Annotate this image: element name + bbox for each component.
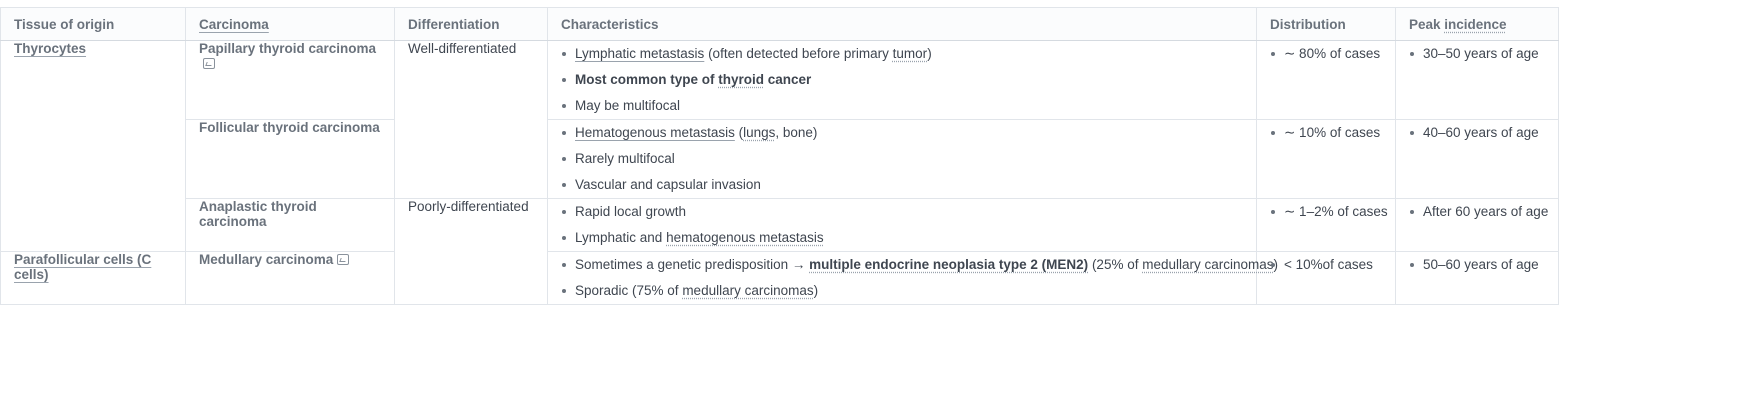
medullary-carcinomas-link[interactable]: medullary carcinomas (682, 283, 814, 298)
carcinoma-medullary: Medullary carcinoma (185, 251, 395, 305)
list-item: Hematogenous metastasis (lungs, bone) (561, 120, 1243, 146)
men2-link[interactable]: multiple endocrine neoplasia type 2 (MEN… (809, 257, 1089, 272)
list-item: Rarely multifocal (561, 146, 1243, 172)
hematogenous-metastasis-link[interactable]: hematogenous metastasis (666, 230, 824, 245)
list-item: Sometimes a genetic predisposition → mul… (561, 252, 1278, 278)
medullary-carcinomas-link[interactable]: medullary carcinomas (1142, 257, 1274, 272)
differentiation-poor: Poorly-differentiated (394, 198, 548, 305)
peak-medullary: 50–60 years of age (1395, 251, 1559, 305)
distribution-follicular: ∼ 10% of cases (1256, 119, 1396, 199)
distribution-medullary: < 10%of cases (1256, 251, 1396, 305)
list-item: Most common type of thyroid cancer (561, 67, 1243, 93)
list-item: After 60 years of age (1409, 199, 1548, 225)
list-item: < 10%of cases (1270, 252, 1382, 278)
thyroid-link[interactable]: thyroid (718, 72, 765, 87)
tumor-link[interactable]: tumor (892, 46, 928, 61)
characteristics-follicular: Hematogenous metastasis (lungs, bone) Ra… (547, 119, 1257, 199)
list-item: May be multifocal (561, 93, 1243, 119)
list-item: 30–50 years of age (1409, 41, 1545, 67)
list-item: Vascular and capsular invasion (561, 172, 1243, 198)
characteristics-anaplastic: Rapid local growth Lymphatic and hematog… (547, 198, 1257, 252)
table-row: Parafollicular cells (C cells) Medullary… (0, 251, 1559, 305)
list-item: ∼ 1–2% of cases (1270, 199, 1388, 225)
header-carcinoma[interactable]: Carcinoma (185, 7, 395, 41)
distribution-anaplastic: ∼ 1–2% of cases (1256, 198, 1396, 252)
header-peak-incidence: Peak incidence (1395, 7, 1559, 41)
hematogenous-metastasis-link[interactable]: Hematogenous metastasis (575, 125, 735, 140)
list-item: Lymphatic and hematogenous metastasis (561, 225, 1243, 251)
image-icon[interactable] (203, 58, 215, 69)
list-item: Lymphatic metastasis (often detected bef… (561, 41, 1243, 67)
list-item: 40–60 years of age (1409, 120, 1545, 146)
image-icon[interactable] (337, 254, 350, 265)
distribution-papillary: ∼ 80% of cases (1256, 40, 1396, 120)
tissue-thyrocytes: Thyrocytes (0, 40, 186, 252)
list-item: Sporadic (75% of medullary carcinomas) (561, 278, 1243, 304)
list-item: ∼ 10% of cases (1270, 120, 1382, 146)
table-row: Follicular thyroid carcinoma Hematogenou… (1, 119, 1559, 199)
list-item: 50–60 years of age (1409, 252, 1545, 278)
header-distribution: Distribution (1256, 7, 1396, 41)
characteristics-papillary: Lymphatic metastasis (often detected bef… (547, 40, 1257, 120)
peak-papillary: 30–50 years of age (1395, 40, 1559, 120)
lymphatic-metastasis-link[interactable]: Lymphatic metastasis (575, 46, 705, 61)
carcinoma-papillary: Papillary thyroid carcinoma (185, 40, 395, 120)
peak-follicular: 40–60 years of age (1395, 119, 1559, 199)
header-characteristics: Characteristics (547, 7, 1257, 41)
lungs-link[interactable]: lungs (743, 125, 776, 140)
header-row: Tissue of origin Carcinoma Differentiati… (0, 7, 1559, 41)
differentiation-well: Well-differentiated (394, 40, 548, 199)
list-item: Rapid local growth (561, 199, 1243, 225)
header-tissue: Tissue of origin (0, 7, 186, 41)
carcinoma-anaplastic: Anaplastic thyroid carcinoma (185, 198, 395, 252)
peak-anaplastic: After 60 years of age (1395, 198, 1559, 252)
thyrocytes-link[interactable]: Thyrocytes (14, 41, 87, 56)
tissue-parafollicular: Parafollicular cells (C cells) (0, 251, 186, 305)
characteristics-medullary: Sometimes a genetic predisposition → mul… (547, 251, 1278, 305)
table-row: Anaplastic thyroid carcinoma Poorly-diff… (1, 198, 1559, 305)
list-item: ∼ 80% of cases (1270, 41, 1382, 67)
incidence-link[interactable]: incidence (1444, 16, 1507, 32)
carcinoma-follicular: Follicular thyroid carcinoma (185, 119, 395, 199)
table-row: Thyrocytes Papillary thyroid carcinoma W… (0, 40, 1559, 252)
carcinoma-table: Tissue of origin Carcinoma Differentiati… (0, 7, 1559, 305)
parafollicular-cells-link[interactable]: Parafollicular cells (C cells) (14, 252, 152, 282)
header-differentiation: Differentiation (394, 7, 548, 41)
